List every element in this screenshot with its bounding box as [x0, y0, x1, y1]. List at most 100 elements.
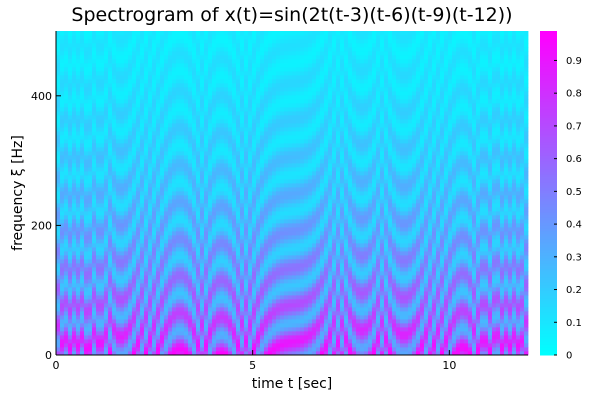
heatmap-cell — [104, 351, 109, 356]
heatmap-cell — [296, 307, 301, 312]
heatmap-cell — [248, 47, 253, 52]
heatmap-cell — [164, 295, 169, 300]
heatmap-cell — [176, 163, 181, 168]
heatmap-cell — [288, 155, 293, 160]
heatmap-cell — [168, 135, 173, 140]
heatmap-cell — [272, 151, 277, 156]
heatmap-cell — [132, 39, 137, 44]
heatmap-cell — [124, 215, 129, 220]
heatmap-cell — [92, 151, 97, 156]
heatmap-cell — [72, 207, 77, 212]
heatmap-cell — [136, 95, 141, 100]
heatmap-cell — [264, 247, 269, 252]
heatmap-cell — [132, 291, 137, 296]
heatmap-cell — [272, 47, 277, 52]
heatmap-cell — [240, 99, 245, 104]
heatmap-cell — [244, 31, 249, 36]
heatmap-cell — [276, 211, 281, 216]
heatmap-cell — [88, 131, 93, 136]
heatmap-cell — [176, 243, 181, 248]
heatmap-cell — [176, 35, 181, 40]
heatmap-cell — [136, 171, 141, 176]
heatmap-cell — [100, 127, 105, 132]
heatmap-cell — [152, 171, 157, 176]
heatmap-cell — [100, 47, 105, 52]
heatmap-cell — [152, 103, 157, 108]
heatmap-cell — [176, 351, 181, 356]
heatmap-cell — [232, 207, 237, 212]
heatmap-cell — [200, 311, 205, 316]
heatmap-cell — [248, 279, 253, 284]
heatmap-cell — [152, 183, 157, 188]
heatmap-cell — [84, 143, 89, 148]
heatmap-cell — [216, 79, 221, 84]
heatmap-cell — [288, 175, 293, 180]
heatmap-cell — [192, 343, 197, 348]
heatmap-cell — [220, 251, 225, 256]
heatmap-cell — [216, 115, 221, 120]
heatmap-cell — [224, 127, 229, 132]
heatmap-cell — [72, 283, 77, 288]
heatmap-cell — [284, 211, 289, 216]
heatmap-cell — [104, 31, 109, 36]
heatmap-cell — [260, 175, 265, 180]
heatmap-cell — [132, 111, 137, 116]
heatmap-cell — [268, 307, 273, 312]
heatmap-cell — [124, 107, 129, 112]
heatmap-cell — [160, 147, 165, 152]
heatmap-cell — [200, 195, 205, 200]
heatmap-cell — [152, 151, 157, 156]
heatmap-cell — [96, 323, 101, 328]
heatmap-cell — [144, 131, 149, 136]
heatmap-cell — [164, 127, 169, 132]
heatmap-cell — [128, 47, 133, 52]
heatmap-cell — [128, 219, 133, 224]
heatmap-cell — [288, 211, 293, 216]
heatmap-cell — [252, 339, 257, 344]
heatmap-cell — [172, 255, 177, 260]
heatmap-cell — [148, 87, 153, 92]
heatmap-cell — [176, 343, 181, 348]
heatmap-cell — [208, 255, 213, 260]
heatmap-cell — [224, 199, 229, 204]
heatmap-cell — [204, 103, 209, 108]
heatmap-cell — [156, 151, 161, 156]
heatmap-cell — [204, 39, 209, 44]
heatmap-cell — [204, 183, 209, 188]
heatmap-cell — [188, 275, 193, 280]
heatmap-cell — [112, 131, 117, 136]
heatmap-cell — [128, 163, 133, 168]
heatmap-cell — [168, 295, 173, 300]
heatmap-cell — [240, 135, 245, 140]
heatmap-cell — [84, 47, 89, 52]
heatmap-cell — [252, 155, 257, 160]
heatmap-cell — [80, 275, 85, 280]
heatmap-cell — [224, 175, 229, 180]
heatmap-cell — [220, 79, 225, 84]
heatmap-cell — [240, 83, 245, 88]
heatmap-cell — [100, 123, 105, 128]
heatmap-cell — [184, 183, 189, 188]
heatmap-cell — [244, 283, 249, 288]
heatmap-cell — [80, 227, 85, 232]
heatmap-cell — [108, 87, 113, 92]
heatmap-cell — [200, 83, 205, 88]
heatmap-cell — [60, 211, 65, 216]
heatmap-cell — [180, 215, 185, 220]
heatmap-cell — [172, 151, 177, 156]
heatmap-cell — [272, 319, 277, 324]
heatmap-cell — [196, 47, 201, 52]
heatmap-cell — [128, 95, 133, 100]
heatmap-cell — [300, 167, 305, 172]
heatmap-cell — [140, 131, 145, 136]
heatmap-cell — [280, 323, 285, 328]
heatmap-cell — [208, 175, 213, 180]
heatmap-cell — [252, 211, 257, 216]
heatmap-cell — [104, 239, 109, 244]
heatmap-cell — [140, 215, 145, 220]
heatmap-cell — [152, 263, 157, 268]
heatmap-cell — [88, 311, 93, 316]
heatmap-cell — [68, 111, 73, 116]
heatmap-cell — [100, 231, 105, 236]
heatmap-cell — [220, 131, 225, 136]
